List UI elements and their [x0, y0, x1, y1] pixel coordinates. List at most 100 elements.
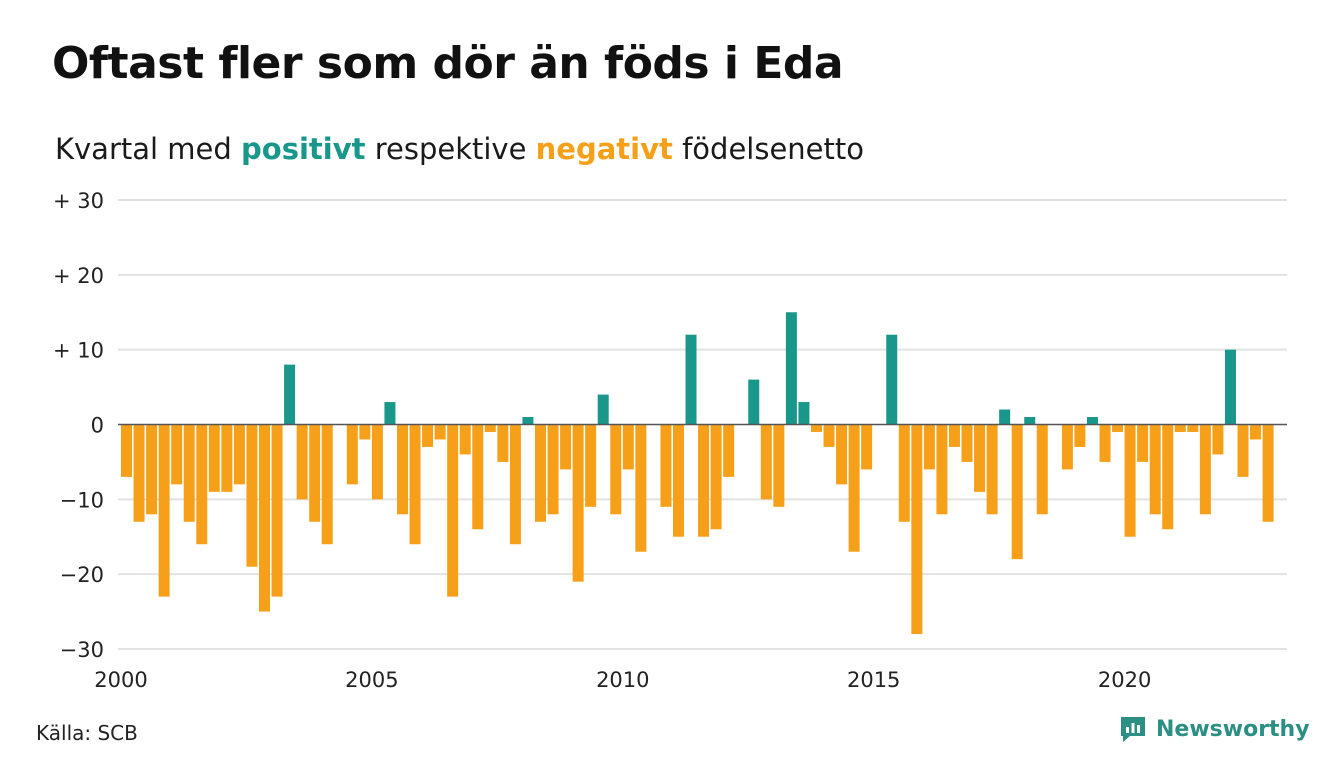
bar-negative: [1199, 424, 1211, 515]
bar-negative: [1174, 424, 1186, 432]
bar-negative: [447, 424, 459, 597]
bar-negative: [371, 424, 383, 500]
bar-negative: [660, 424, 672, 507]
bar-positive: [1224, 349, 1236, 425]
bar-positive: [1024, 417, 1036, 425]
bar-negative: [1187, 424, 1199, 432]
bar-positive: [685, 334, 697, 425]
bar-negative: [1112, 424, 1124, 432]
chart-title: Oftast fler som dör än föds i Eda: [52, 38, 844, 89]
bar-negative: [434, 424, 446, 440]
brand: Newsworthy: [1118, 714, 1310, 744]
bar-positive: [999, 409, 1011, 425]
bar-negative: [948, 424, 960, 447]
bar-negative: [246, 424, 258, 567]
bar-negative: [321, 424, 333, 545]
bar-negative: [534, 424, 546, 522]
bar-chart: + 30 + 20 + 10 0 −10 −20 −30 2000 2005 2010 2015 20…: [53, 189, 1287, 692]
bar-negative: [171, 424, 183, 485]
bar-negative: [698, 424, 710, 537]
bar-negative: [409, 424, 421, 545]
bar-negative: [923, 424, 935, 470]
bar-negative: [1250, 424, 1262, 440]
bar-positive: [785, 312, 797, 425]
bar-negative: [961, 424, 973, 462]
chart-subtitle: Kvartal med positivt respektive negativt…: [55, 132, 864, 166]
bar-negative: [572, 424, 584, 582]
y-tick-label: + 30: [53, 189, 104, 213]
bar-negative: [823, 424, 835, 447]
bar-positive: [597, 394, 609, 425]
bar-negative: [1099, 424, 1111, 462]
x-tick-label: 2000: [94, 668, 147, 692]
bar-negative: [271, 424, 283, 597]
source-note: Källa: SCB: [36, 721, 138, 745]
bar-negative: [861, 424, 873, 470]
bar-negative: [710, 424, 722, 530]
bar-negative: [622, 424, 634, 470]
bar-negative: [146, 424, 158, 515]
bar-negative: [547, 424, 559, 515]
bar-positive: [886, 334, 898, 425]
bar-negative: [158, 424, 170, 597]
bar-negative: [497, 424, 509, 462]
bar-negative: [1162, 424, 1174, 530]
bar-negative: [974, 424, 986, 492]
bar-negative: [396, 424, 408, 515]
bar-positive: [284, 364, 296, 425]
bar-negative: [1262, 424, 1274, 522]
bar-negative: [848, 424, 860, 552]
bar-negative: [836, 424, 848, 485]
bar-negative: [1237, 424, 1249, 477]
y-tick-label: + 20: [53, 264, 104, 288]
bar-negative: [672, 424, 684, 537]
bar-negative: [560, 424, 572, 470]
x-tick-label: 2010: [596, 668, 649, 692]
bar-negative: [221, 424, 233, 492]
bar-positive: [522, 417, 534, 425]
bar-negative: [911, 424, 923, 635]
bar-negative: [1074, 424, 1086, 447]
bar-negative: [1011, 424, 1023, 560]
subtitle-prefix: Kvartal med: [55, 132, 242, 166]
bar-negative: [346, 424, 358, 485]
y-tick-label: −10: [60, 488, 104, 512]
subtitle-suffix: födelsenetto: [672, 132, 864, 166]
subtitle-negative: negativt: [535, 132, 673, 166]
newsworthy-logo-icon: [1121, 717, 1145, 742]
bar-positive: [384, 402, 396, 425]
bar-negative: [472, 424, 484, 530]
bar-positive: [748, 379, 760, 425]
subtitle-positive: positivt: [241, 132, 366, 166]
bar-negative: [183, 424, 195, 522]
bar-negative: [259, 424, 270, 612]
bar-negative: [986, 424, 998, 515]
subtitle-middle: respektive: [365, 132, 536, 166]
y-tick-label: −20: [60, 563, 104, 587]
bar-negative: [898, 424, 910, 522]
bar-negative: [296, 424, 308, 500]
bar-negative: [121, 424, 132, 477]
bar-negative: [422, 424, 434, 447]
bar-positive: [1086, 417, 1098, 425]
brand-name: Newsworthy: [1156, 716, 1310, 742]
bar-negative: [1036, 424, 1048, 515]
bar-negative: [610, 424, 622, 515]
y-tick-label: 0: [91, 414, 104, 438]
bar-negative: [635, 424, 647, 552]
bar-negative: [459, 424, 471, 455]
bar-negative: [1061, 424, 1073, 470]
bar-negative: [936, 424, 948, 515]
bar-negative: [773, 424, 785, 507]
x-tick-label: 2015: [847, 668, 900, 692]
bar-negative: [196, 424, 208, 545]
bar-positive: [798, 402, 810, 425]
bar-negative: [208, 424, 220, 492]
bar-negative: [133, 424, 145, 522]
bar-negative: [309, 424, 321, 522]
bar-negative: [509, 424, 521, 545]
bar-negative: [233, 424, 245, 485]
x-tick-label: 2020: [1098, 668, 1151, 692]
bar-negative: [760, 424, 772, 500]
x-tick-label: 2005: [345, 668, 398, 692]
